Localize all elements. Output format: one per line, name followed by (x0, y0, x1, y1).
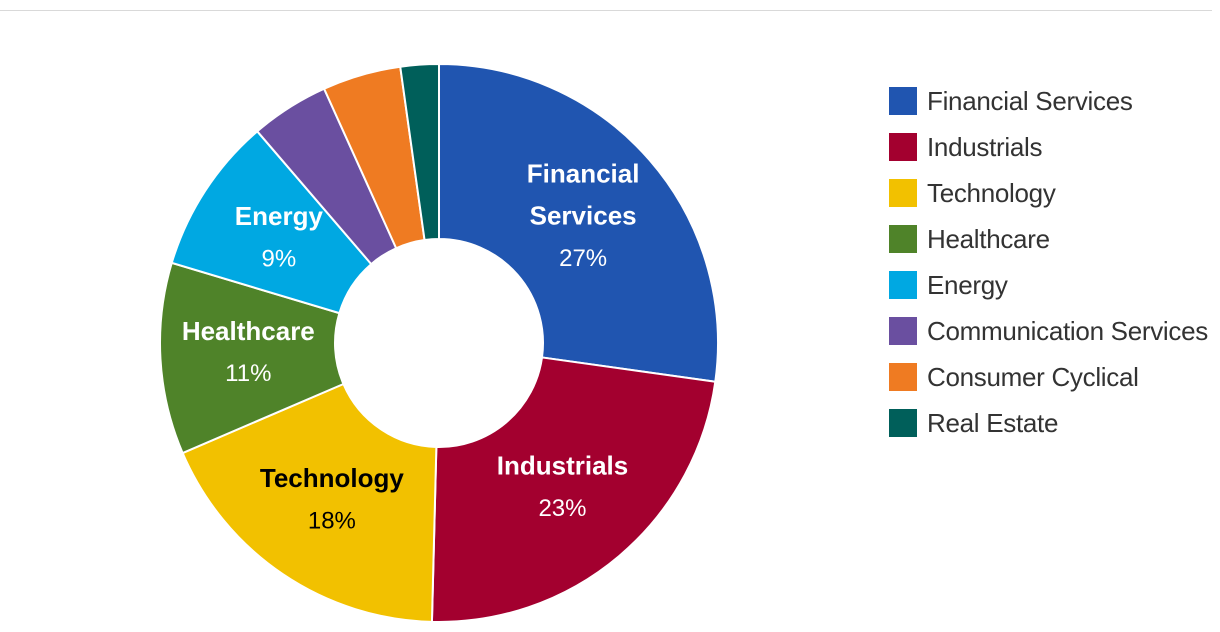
slice-percent-label: 18% (308, 507, 356, 534)
legend-item-real-estate[interactable]: Real Estate (889, 400, 1208, 446)
slice-real-estate[interactable] (399, 62, 440, 242)
legend-swatch (889, 133, 917, 161)
slice-category-label: Technology (260, 463, 405, 493)
slice-label-energy: Energy 9% (235, 201, 324, 272)
legend-label: Technology (927, 177, 1056, 208)
legend-label: Real Estate (927, 407, 1059, 438)
legend-swatch (889, 409, 917, 437)
slice-category-label: Financial (527, 159, 640, 189)
legend-item-industrials[interactable]: Industrials (889, 124, 1208, 170)
slice-healthcare[interactable] (159, 261, 345, 455)
slice-label-financial-services: Financial Services 27% (527, 159, 640, 272)
legend-swatch (889, 317, 917, 345)
legend-swatch (889, 225, 917, 253)
slice-percent-label: 9% (262, 245, 297, 272)
legend-label: Energy (927, 269, 1008, 300)
legend-label: Financial Services (927, 85, 1133, 116)
slice-percent-label: 23% (538, 495, 586, 522)
legend-label: Industrials (927, 131, 1043, 162)
slice-technology[interactable] (181, 382, 438, 623)
legend-swatch (889, 179, 917, 207)
legend-swatch (889, 363, 917, 391)
slice-category-label: Healthcare (182, 316, 315, 346)
legend-item-healthcare[interactable]: Healthcare (889, 216, 1208, 262)
legend-label: Healthcare (927, 223, 1050, 254)
legend-swatch (889, 271, 917, 299)
slice-industrials[interactable] (430, 356, 717, 623)
top-divider (0, 10, 1212, 11)
legend-item-communication-services[interactable]: Communication Services (889, 308, 1208, 354)
legend-item-technology[interactable]: Technology (889, 170, 1208, 216)
slice-category-label: Industrials (497, 451, 628, 481)
slice-percent-label: 11% (225, 360, 271, 387)
donut-chart: Financial Services 27% Industrials 23% Techno… (159, 62, 719, 623)
slice-percent-label: 27% (559, 245, 607, 272)
slice-category-label: Services (530, 201, 637, 231)
slice-label-industrials: Industrials 23% (497, 451, 628, 522)
slice-label-healthcare: Healthcare 11% (182, 316, 315, 387)
slice-category-label: Energy (235, 201, 324, 231)
slice-energy[interactable] (170, 129, 373, 315)
legend-swatch (889, 87, 917, 115)
legend-item-consumer-cyclical[interactable]: Consumer Cyclical (889, 354, 1208, 400)
legend-item-energy[interactable]: Energy (889, 262, 1208, 308)
legend-item-financial-services[interactable]: Financial Services (889, 78, 1208, 124)
chart-legend: Financial Services Industrials Technology H… (889, 78, 1208, 446)
legend-label: Communication Services (927, 315, 1208, 346)
slice-label-technology: Technology 18% (260, 463, 405, 534)
legend-label: Consumer Cyclical (927, 361, 1139, 392)
slice-financial-services[interactable] (438, 62, 719, 383)
